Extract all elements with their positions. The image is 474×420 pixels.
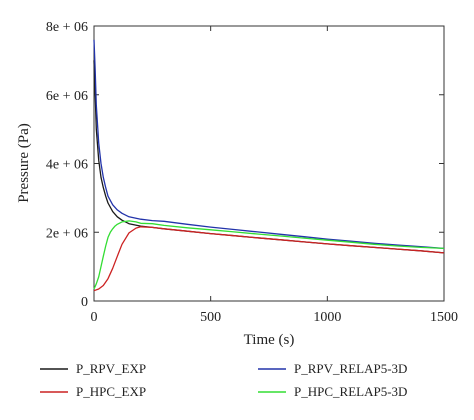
legend-label: P_RPV_RELAP5-3D	[294, 361, 407, 376]
legend-label: P_HPC_RELAP5-3D	[294, 384, 407, 399]
y-tick-label: 4e + 06	[46, 158, 88, 173]
y-axis: 0 2e + 06 4e + 06 6e + 06 8e + 06	[46, 20, 444, 310]
series-line-p-rpv-relap5-3d	[93, 39, 445, 250]
x-axis: 0 500 1000 1500	[91, 26, 458, 325]
x-axis-title: Time (s)	[244, 332, 295, 348]
x-tick-label: 1500	[430, 310, 458, 325]
y-axis-title: Pressure (Pa)	[16, 123, 32, 203]
y-tick-label: 6e + 06	[46, 89, 88, 104]
series-line-p-hpc-relap5-3d	[93, 220, 445, 290]
y-tick-label: 8e + 06	[46, 20, 88, 35]
legend-label: P_RPV_EXP	[76, 361, 146, 376]
y-tick-label: 2e + 06	[46, 226, 88, 241]
series-layer	[93, 39, 445, 292]
series-line-p-hpc-exp	[93, 226, 445, 292]
x-tick-label: 1000	[313, 310, 341, 325]
x-tick-label: 500	[200, 310, 221, 325]
y-tick-label: 0	[81, 295, 88, 310]
legend: P_RPV_EXP P_HPC_EXP P_RPV_RELAP5-3D P_HPC_R…	[40, 361, 407, 399]
x-tick-label: 0	[91, 310, 98, 325]
legend-label: P_HPC_EXP	[76, 384, 146, 399]
plot-frame	[93, 25, 445, 302]
